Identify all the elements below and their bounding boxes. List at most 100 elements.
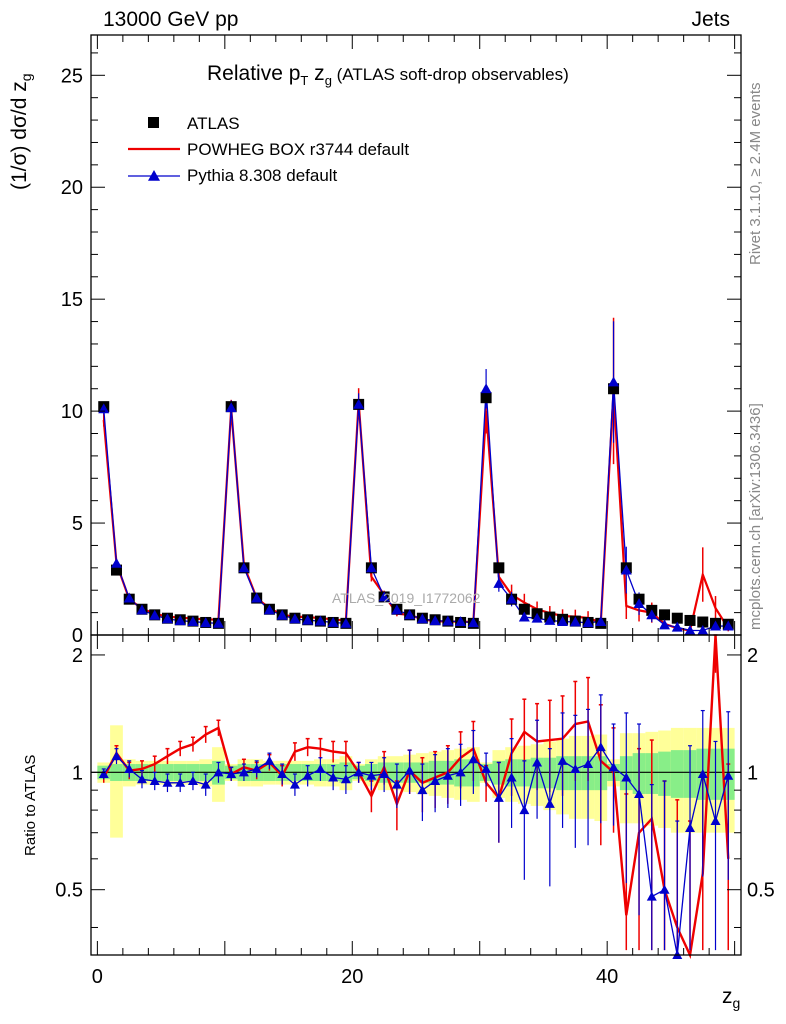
pythia-point-ratio-40 <box>608 762 619 772</box>
pythia-point-top-21 <box>365 562 377 573</box>
pythia-point-ratio-43 <box>646 891 657 901</box>
atlas-point-45 <box>671 612 683 624</box>
analysis-watermark: ATLAS_2019_I1772062 <box>332 590 481 606</box>
title-sub: T <box>300 73 309 89</box>
band-outer-1 <box>110 725 123 838</box>
pythia-point-ratio-8 <box>200 779 211 789</box>
pythia-point-ratio-21 <box>366 770 377 780</box>
pythia-point-ratio-2 <box>124 763 135 773</box>
title-var-sub: g <box>324 73 332 89</box>
top-ylabel-5: 5 <box>72 513 83 535</box>
pythia-point-ratio-7 <box>187 776 198 786</box>
pythia-point-top-26 <box>429 615 441 626</box>
powheg-line-ratio <box>102 634 730 960</box>
pythia-point-ratio-22 <box>379 769 390 779</box>
rivet-version-text: Rivet 3.1.10, ≥ 2.4M events <box>747 82 764 266</box>
xlabel-20: 20 <box>341 966 363 988</box>
pythia-point-ratio-13 <box>264 755 275 765</box>
pythia-point-ratio-11 <box>238 767 249 777</box>
pythia-point-ratio-15 <box>289 779 300 789</box>
top-ylabel-15: 15 <box>61 289 83 311</box>
y-axis-label-top: (1/σ) dσ/d zg <box>8 73 34 190</box>
pythia-point-top-3 <box>136 604 148 615</box>
pythia-point-top-49 <box>722 620 734 631</box>
header-right: Jets <box>691 8 730 31</box>
pythia-point-ratio-47 <box>697 769 708 779</box>
pythia-point-ratio-24 <box>404 765 415 775</box>
pythia-point-top-1 <box>110 557 122 568</box>
pythia-point-top-2 <box>123 592 135 603</box>
pythia-point-ratio-18 <box>328 772 339 782</box>
y-label-top-text: (1/σ) dσ/d z <box>8 81 31 190</box>
pythia-point-top-24 <box>404 609 416 620</box>
pythia-point-ratio-37 <box>570 763 581 773</box>
pythia-point-ratio-35 <box>544 798 555 808</box>
pythia-point-ratio-26 <box>430 776 441 786</box>
pythia-point-ratio-39 <box>595 742 606 752</box>
legend-marker-atlas <box>148 117 159 128</box>
pythia-point-ratio-6 <box>175 777 186 787</box>
atlas-point-1 <box>110 564 122 576</box>
pythia-point-top-31 <box>493 578 505 588</box>
bottom-panel-frame <box>90 634 742 956</box>
pythia-point-top-30 <box>480 383 492 394</box>
pythia-point-ratio-23 <box>391 779 402 789</box>
legend-label-atlas: ATLAS <box>187 114 240 133</box>
pythia-point-ratio-3 <box>136 774 147 784</box>
atlas-point-30 <box>480 392 492 404</box>
atlas-point-46 <box>684 614 696 626</box>
pythia-point-top-6 <box>174 615 186 626</box>
plot-frames <box>90 34 742 956</box>
pythia-point-top-40 <box>608 376 620 387</box>
pythia-point-ratio-20 <box>353 767 364 777</box>
pythia-point-ratio-28 <box>455 767 466 777</box>
pythia-point-top-15 <box>289 613 301 624</box>
pythia-point-ratio-33 <box>519 805 530 815</box>
top-ylabel-0: 0 <box>72 625 83 647</box>
bot-ylabel-right-0.5: 0.5 <box>747 880 775 902</box>
pythia-point-ratio-17 <box>315 763 326 773</box>
pythia-point-top-43 <box>646 609 658 620</box>
atlas-point-47 <box>697 616 709 628</box>
y-axis-label-bottom: Ratio to ATLAS <box>22 754 39 856</box>
xlabel-0: 0 <box>92 966 103 988</box>
chart-title: Relative pT zg (ATLAS soft-drop observab… <box>207 62 569 88</box>
pythia-point-top-18 <box>327 616 339 627</box>
title-var: z <box>308 62 325 85</box>
pythia-point-top-48 <box>710 620 722 631</box>
pythia-point-ratio-19 <box>340 774 351 784</box>
pythia-point-top-19 <box>340 617 352 628</box>
pythia-point-top-27 <box>442 615 454 626</box>
pythia-point-ratio-10 <box>226 769 237 779</box>
bot-ylabel-right-1: 1 <box>747 762 758 784</box>
pythia-point-top-10 <box>225 402 237 413</box>
pythia-point-ratio-16 <box>302 770 313 780</box>
pythia-point-top-28 <box>455 616 467 626</box>
pythia-point-ratio-4 <box>149 776 160 786</box>
pythia-point-ratio-30 <box>481 763 492 773</box>
y-label-top-sub: g <box>18 73 35 82</box>
legend-label-powheg: POWHEG BOX r3744 default <box>187 140 410 159</box>
pythia-point-ratio-12 <box>251 763 262 773</box>
pythia-point-top-12 <box>251 592 263 603</box>
pythia-point-top-7 <box>187 616 199 626</box>
pythia-point-top-4 <box>149 609 161 620</box>
atlas-point-31 <box>493 562 505 574</box>
pythia-point-ratio-27 <box>442 770 453 780</box>
pythia-point-top-17 <box>314 615 326 626</box>
top-ylabel-20: 20 <box>61 177 83 199</box>
pythia-point-top-23 <box>391 604 403 615</box>
pythia-point-top-37 <box>569 616 581 627</box>
pythia-point-ratio-44 <box>659 884 670 894</box>
x-axis-label: zg <box>722 985 740 1011</box>
band-inner-44 <box>658 751 671 796</box>
pythia-point-top-35 <box>544 614 556 625</box>
pythia-point-ratio-42 <box>634 788 645 798</box>
pythia-point-top-44 <box>659 619 671 630</box>
pythia-point-ratio-32 <box>506 772 517 782</box>
top-ylabel-10: 10 <box>61 401 83 423</box>
bot-ylabel-left-0.5: 0.5 <box>55 880 83 902</box>
pythia-point-top-5 <box>161 613 173 624</box>
pythia-point-top-13 <box>263 604 275 615</box>
